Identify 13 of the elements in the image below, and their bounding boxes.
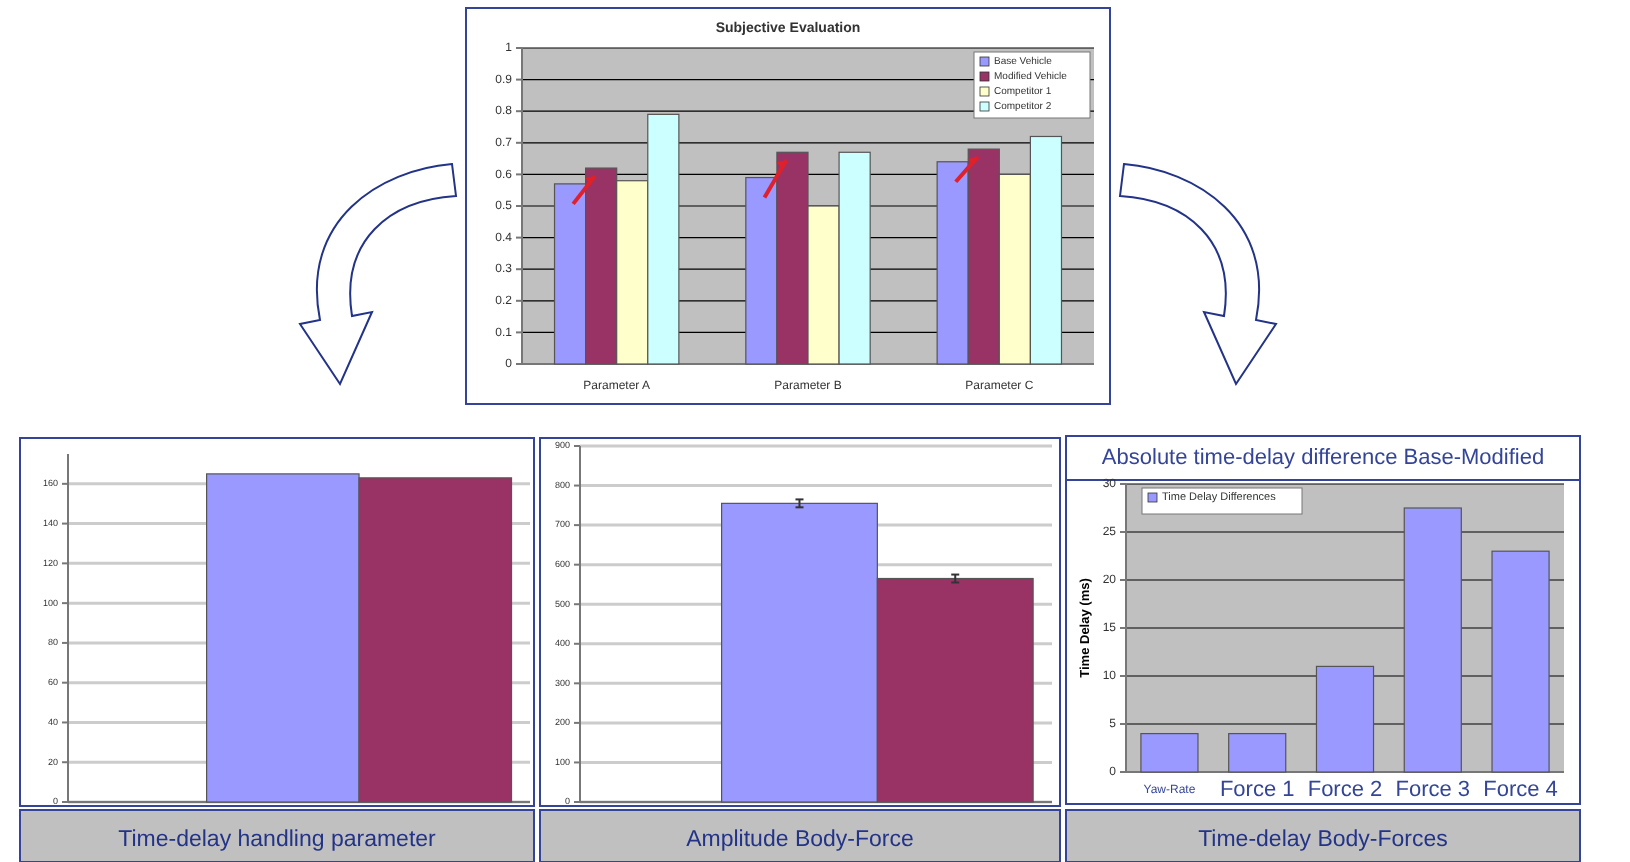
x-tick-label: Force 1 <box>1219 777 1295 802</box>
x-tick-label: Force 3 <box>1395 777 1471 802</box>
bar <box>1140 733 1199 773</box>
text: Time-delay Body-Forces <box>1198 828 1449 853</box>
chart-title: Absolute time-delay difference Base-Modified <box>1101 445 1545 470</box>
bar <box>1315 665 1375 773</box>
text: Amplitude Body-Force <box>686 828 914 853</box>
bar <box>1228 733 1287 773</box>
bar <box>1491 550 1550 773</box>
x-tick-label: Force 2 <box>1307 777 1383 802</box>
bar <box>1403 507 1462 773</box>
text: Time-delay handling parameter <box>118 828 437 853</box>
x-tick-label: Force 4 <box>1483 777 1558 802</box>
